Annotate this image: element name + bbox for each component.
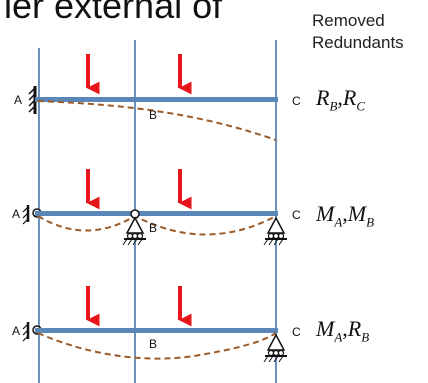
case-1-label-c: C bbox=[292, 94, 301, 108]
case-2-label-b: B bbox=[149, 221, 157, 235]
case-3-roller-support-c bbox=[263, 333, 287, 363]
case-1-label-a: A bbox=[14, 93, 22, 107]
case-3-label-b: B bbox=[149, 337, 157, 351]
case-3-redundants: MA,RB bbox=[316, 316, 370, 345]
header-line-2: Redundants bbox=[312, 33, 404, 52]
case-1-beam bbox=[35, 97, 278, 102]
removed-redundants-header: Removed Redundants bbox=[312, 10, 404, 54]
title-fragment: ier external of bbox=[4, 0, 223, 26]
case-3-deflection bbox=[37, 332, 277, 360]
case-2-label-a: A bbox=[12, 207, 20, 221]
case-3-beam bbox=[35, 328, 278, 333]
case-2-redundants: MA,MB bbox=[316, 201, 375, 230]
case-2-roller-support-c bbox=[263, 216, 287, 246]
case-3-label-c: C bbox=[292, 325, 301, 339]
case-1-fixed-support bbox=[28, 86, 37, 114]
case-1-deflection bbox=[37, 100, 277, 141]
case-2-roller-support-b bbox=[122, 209, 146, 246]
case-1-redundants: RB,RC bbox=[316, 85, 366, 114]
case-2-beam bbox=[35, 211, 278, 216]
case-3-label-a: A bbox=[12, 324, 20, 338]
case-2-label-c: C bbox=[292, 208, 301, 222]
header-line-1: Removed bbox=[312, 11, 385, 30]
case-1-label-b: B bbox=[149, 108, 157, 122]
